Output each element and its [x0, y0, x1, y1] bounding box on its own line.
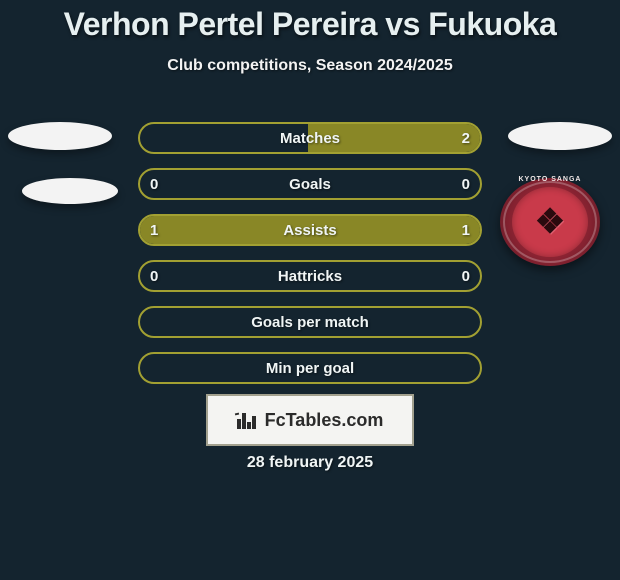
page-title: Verhon Pertel Pereira vs Fukuoka — [0, 0, 620, 43]
team-crest: KYOTO SANGA ❖ — [500, 178, 600, 266]
stat-label: Min per goal — [140, 354, 480, 382]
stat-label: Hattricks — [140, 262, 480, 290]
stat-row: 1Assists1 — [138, 214, 482, 246]
left-blob-1 — [8, 122, 112, 150]
crest-label: KYOTO SANGA — [500, 176, 600, 183]
stat-label: Assists — [140, 216, 480, 244]
left-blob-2 — [22, 178, 118, 204]
stats-container: Matches20Goals01Assists10Hattricks0Goals… — [138, 122, 482, 398]
logo-icon — [237, 411, 259, 429]
stat-value-right: 0 — [462, 170, 470, 198]
stat-row: Min per goal — [138, 352, 482, 384]
stat-label: Goals — [140, 170, 480, 198]
stat-row: 0Hattricks0 — [138, 260, 482, 292]
logo-box: FcTables.com — [206, 394, 414, 446]
stat-row: Matches2 — [138, 122, 482, 154]
stat-value-right: 2 — [462, 124, 470, 152]
stat-row: Goals per match — [138, 306, 482, 338]
stat-label: Goals per match — [140, 308, 480, 336]
logo-text: FcTables.com — [265, 410, 384, 431]
stat-value-right: 0 — [462, 262, 470, 290]
logo: FcTables.com — [237, 410, 384, 431]
page-subtitle: Club competitions, Season 2024/2025 — [0, 57, 620, 75]
stat-row: 0Goals0 — [138, 168, 482, 200]
date-label: 28 february 2025 — [0, 454, 620, 472]
crest-ring — [503, 181, 597, 263]
right-blob-1 — [508, 122, 612, 150]
stat-label: Matches — [140, 124, 480, 152]
stat-value-right: 1 — [462, 216, 470, 244]
